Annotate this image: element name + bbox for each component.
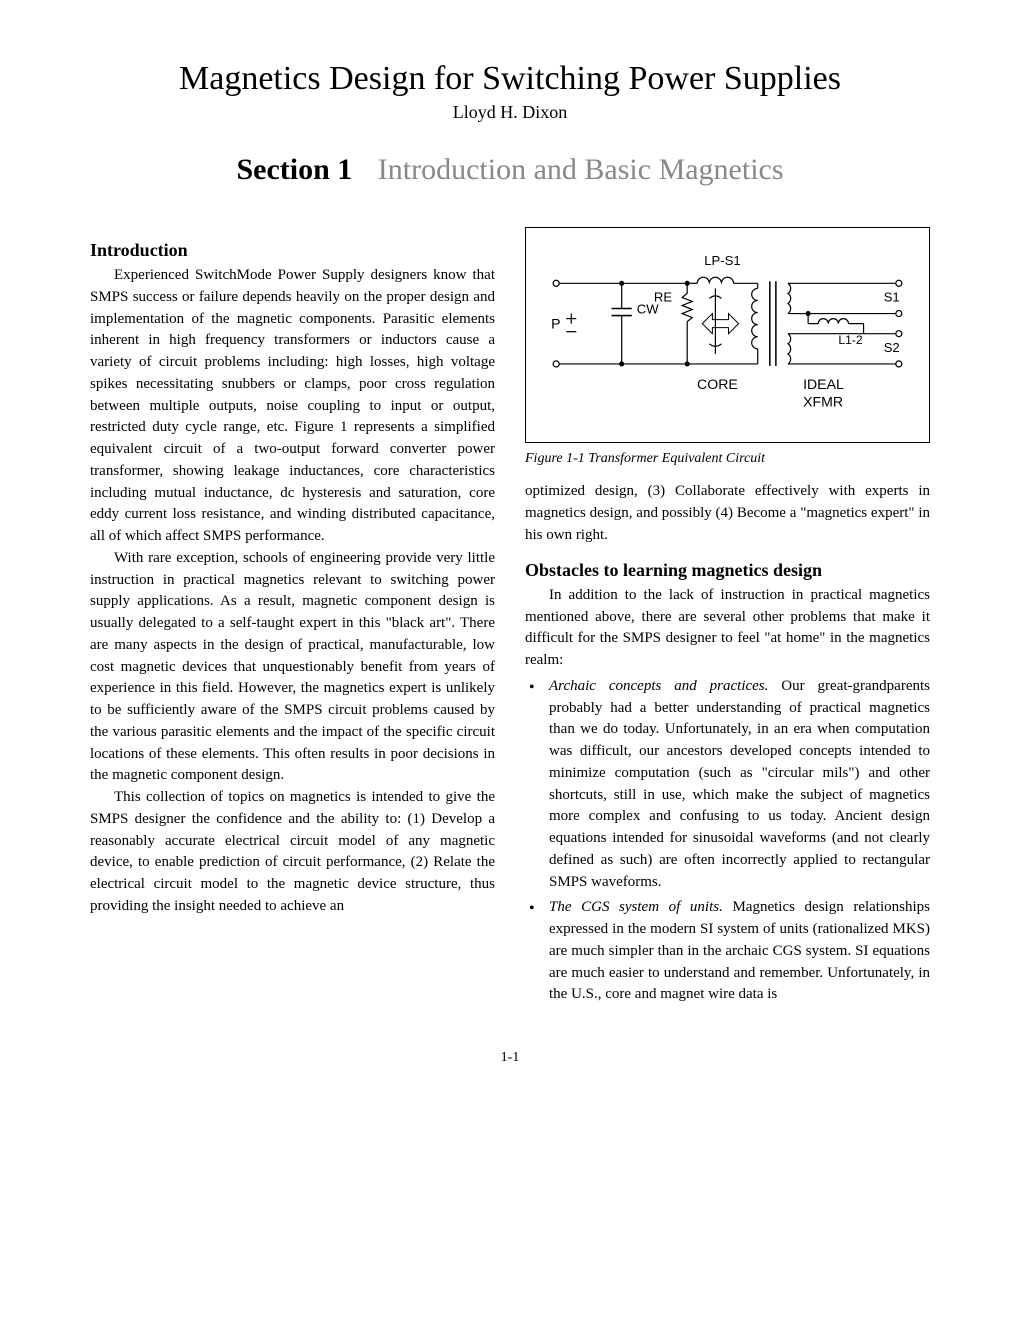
label-xfmr: XFMR	[803, 393, 843, 409]
transformer-circuit-diagram: LP-S1 CW RE	[536, 243, 919, 424]
obstacles-heading: Obstacles to learning magnetics design	[525, 557, 930, 583]
page-number: 1-1	[90, 1050, 930, 1066]
bullet-archaic: Archaic concepts and practices. Our grea…	[525, 676, 930, 894]
intro-paragraph-1: Experienced SwitchMode Power Supply desi…	[90, 265, 495, 548]
section-number: Section 1	[236, 153, 352, 186]
document-title: Magnetics Design for Switching Power Sup…	[90, 60, 930, 98]
label-l12: L1-2	[838, 333, 862, 347]
label-lp-s1: LP-S1	[704, 253, 740, 268]
intro-paragraph-3: This collection of topics on magnetics i…	[90, 787, 495, 918]
obstacles-list: Archaic concepts and practices. Our grea…	[525, 676, 930, 1006]
bullet-title-2: The CGS system of units.	[549, 899, 723, 915]
figure-1-1: LP-S1 CW RE	[525, 227, 930, 443]
obstacles-intro: In addition to the lack of instruction i…	[525, 585, 930, 672]
bullet-text-1: Our great-grandparents probably had a be…	[549, 678, 930, 890]
left-column: Introduction Experienced SwitchMode Powe…	[90, 227, 495, 1010]
bullet-cgs: The CGS system of units. Magnetics desig…	[525, 897, 930, 1006]
right-column: LP-S1 CW RE	[525, 227, 930, 1010]
two-column-layout: Introduction Experienced SwitchMode Powe…	[90, 227, 930, 1010]
introduction-heading: Introduction	[90, 237, 495, 263]
label-s2: S2	[884, 340, 900, 355]
bullet-title-1: Archaic concepts and practices.	[549, 678, 768, 694]
label-ideal: IDEAL	[803, 376, 844, 392]
label-core: CORE	[697, 376, 738, 392]
section-header: Section 1 Introduction and Basic Magneti…	[90, 153, 930, 187]
figure-caption: Figure 1-1 Transformer Equivalent Circui…	[525, 449, 930, 469]
intro-paragraph-2: With rare exception, schools of engineer…	[90, 548, 495, 787]
label-s1: S1	[884, 289, 900, 304]
label-p: P	[551, 316, 560, 332]
document-author: Lloyd H. Dixon	[90, 102, 930, 123]
right-paragraph-1: optimized design, (3) Collaborate effect…	[525, 481, 930, 546]
section-title: Introduction and Basic Magnetics	[378, 153, 784, 186]
label-re: RE	[654, 289, 672, 304]
